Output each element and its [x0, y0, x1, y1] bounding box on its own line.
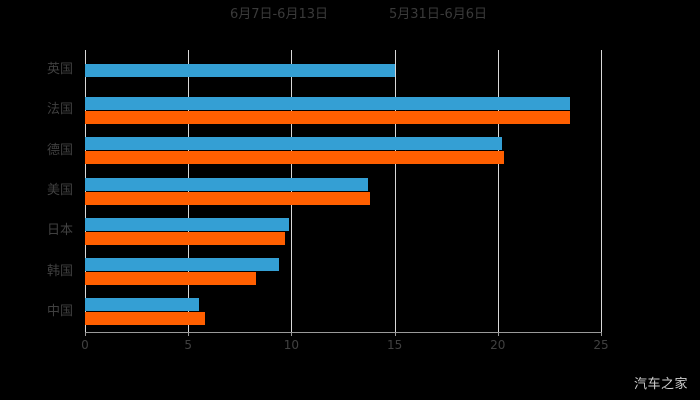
- y-axis-line: [85, 50, 86, 332]
- bar-2-series-1[interactable]: [85, 151, 504, 165]
- legend-label-series-0: 6月7日-6月13日: [229, 7, 328, 22]
- bar-1-series-1[interactable]: [85, 110, 571, 124]
- watermark: 汽车之家: [633, 377, 688, 392]
- gridline-x-10: [291, 50, 293, 332]
- x-tick-label-10: 10: [283, 338, 300, 352]
- gridline-x-20: [497, 50, 499, 332]
- x-tick-label-25: 25: [593, 338, 609, 352]
- bar-6-series-0[interactable]: [85, 298, 199, 312]
- bar-2-series-0[interactable]: [85, 137, 502, 151]
- x-tick-label-15: 15: [386, 338, 403, 352]
- plot-area: [85, 50, 602, 332]
- bar-6-series-1[interactable]: [85, 312, 205, 326]
- x-tick-label-5: 5: [184, 338, 193, 352]
- y-axis-label-6: 中国: [46, 303, 73, 319]
- legend-marker-dot-icon: [213, 10, 223, 20]
- y-axis-label-5: 韩国: [46, 263, 73, 279]
- bar-5-series-0[interactable]: [85, 258, 280, 272]
- bar-4-series-0[interactable]: [85, 217, 290, 231]
- gridline-x-5: [188, 50, 190, 332]
- x-tick-label-20: 20: [490, 338, 506, 352]
- legend-marker-square-icon: [372, 10, 382, 20]
- legend-label-series-1: 5月31日-6月6日: [389, 7, 488, 22]
- x-tick-5: [188, 332, 190, 336]
- bar-5-series-1[interactable]: [85, 272, 257, 286]
- y-axis-category-labels: 英国法国德国美国日本韩国中国: [0, 0, 73, 400]
- chart-legend: 6月7日-6月13日 5月31日-6月6日: [0, 8, 700, 22]
- legend-item-series-1[interactable]: 5月31日-6月6日: [372, 8, 487, 22]
- y-axis-label-4: 日本: [46, 223, 73, 239]
- bar-0-series-0[interactable]: [85, 63, 395, 77]
- y-axis-label-0: 英国: [46, 62, 73, 78]
- bar-3-series-0[interactable]: [85, 177, 368, 191]
- y-axis-label-3: 美国: [46, 183, 73, 198]
- bar-4-series-1[interactable]: [85, 231, 286, 245]
- bar-1-series-0[interactable]: [85, 96, 571, 110]
- y-axis-label-1: 法国: [46, 102, 73, 118]
- bar-3-series-1[interactable]: [85, 191, 370, 205]
- x-tick-25: [601, 332, 602, 336]
- x-tick-15: [394, 332, 396, 336]
- legend-item-series-0[interactable]: 6月7日-6月13日: [213, 8, 328, 22]
- x-tick-10: [291, 332, 293, 336]
- x-axis-line: [85, 332, 602, 333]
- x-tick-0: [85, 332, 86, 336]
- x-tick-20: [497, 332, 499, 336]
- gridline-x-15: [394, 50, 396, 332]
- y-axis-label-2: 德国: [46, 142, 73, 158]
- x-tick-label-0: 0: [81, 338, 89, 352]
- gridline-x-25: [601, 50, 602, 332]
